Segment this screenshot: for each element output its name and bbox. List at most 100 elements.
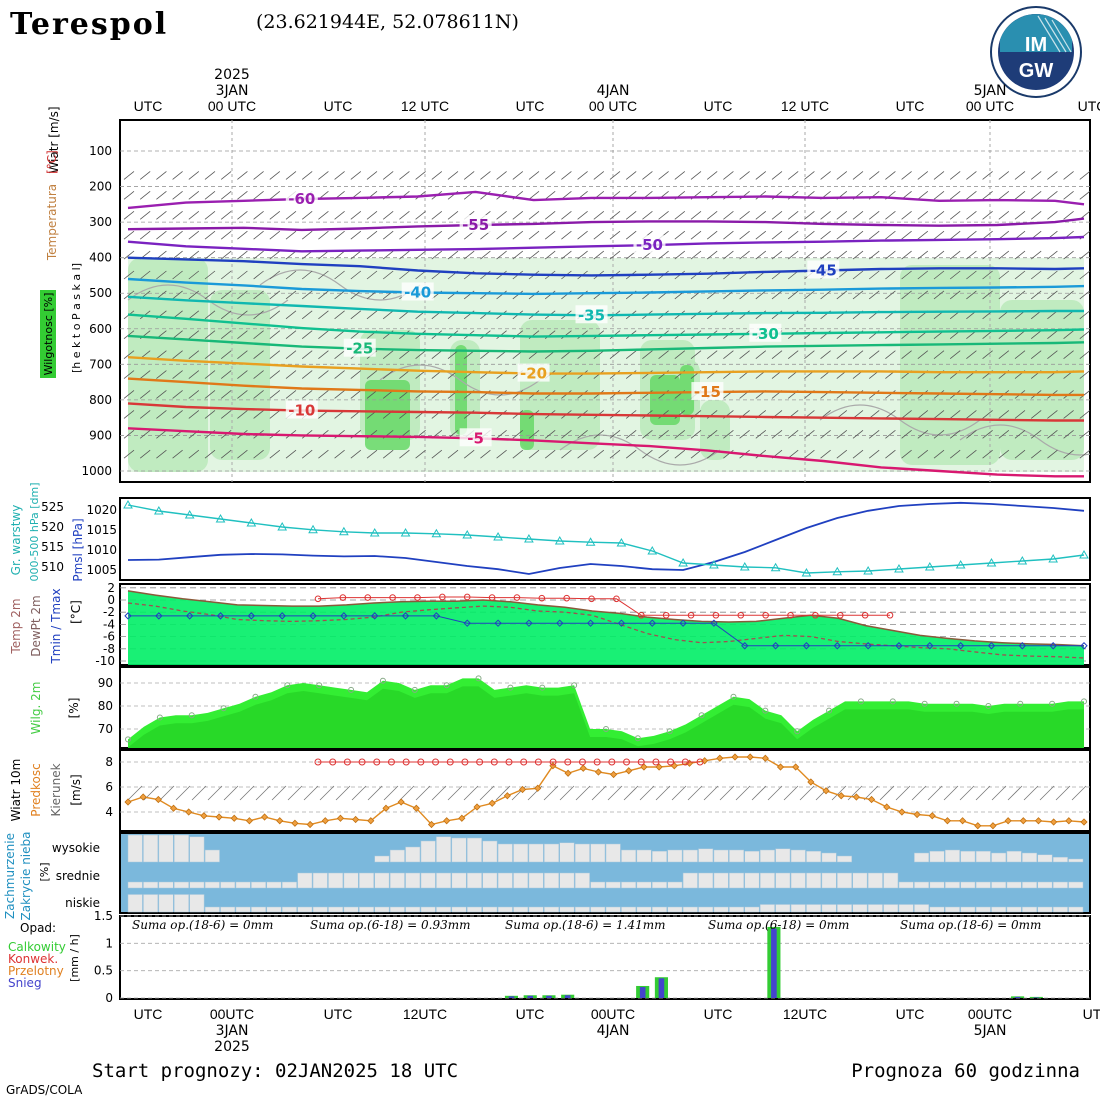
cloud-bar-high (914, 852, 930, 863)
label-precip-unit: [mm / h] (68, 934, 81, 982)
wind-dir-barb (879, 785, 895, 801)
wind-barb (123, 410, 135, 419)
wind-barb (674, 210, 686, 220)
wind-barb (868, 350, 880, 359)
wind-barb (301, 210, 313, 220)
thickness-point (277, 521, 288, 531)
wind-barb (399, 350, 410, 359)
thickness-tick: 510 (41, 560, 64, 574)
wind-barb (399, 449, 410, 459)
wind-barb (561, 429, 572, 439)
wind-barb (334, 210, 345, 220)
wind-barb (188, 370, 200, 379)
wind-barb (1079, 429, 1090, 439)
cloud-bar-mid (143, 881, 159, 889)
wind-barb (1079, 270, 1090, 280)
wind-barb (917, 290, 929, 300)
wind-barb (1047, 410, 1058, 419)
isotherm-label-bg (517, 363, 550, 382)
pressure-tick-label: 500 (89, 286, 112, 300)
wind-barb (933, 350, 945, 359)
top-date-label: 5JAN (974, 83, 1007, 99)
wind-barb (966, 270, 977, 280)
wind-barb (156, 210, 167, 220)
wind-speed-point (306, 820, 314, 829)
wind-tick: 6 (105, 780, 113, 794)
wind-barb (577, 171, 588, 180)
wind-speed-point (518, 785, 527, 794)
cloud-bar-high (837, 855, 852, 863)
wind-barb (269, 270, 281, 280)
wind-barb (804, 429, 815, 439)
wind-barb (674, 429, 686, 439)
wind-barb (237, 250, 248, 260)
wind-barb (1047, 210, 1058, 220)
wind-barb (1030, 210, 1042, 220)
tmin-point (1080, 642, 1088, 650)
gust-point (417, 758, 425, 766)
cloud-bar-low (621, 906, 637, 913)
wind-barb (285, 210, 297, 220)
precip-tick: 1 (105, 936, 113, 950)
wind-barb (1063, 410, 1074, 419)
gust-point (593, 758, 601, 766)
wind-speed-point (245, 817, 253, 825)
wind-barb (771, 230, 783, 240)
wind-speed-point (261, 813, 269, 821)
wind-barb (237, 310, 248, 320)
wind-speed-point (610, 770, 618, 779)
pressure-tick-label: 300 (89, 215, 112, 229)
humidity-point (379, 677, 386, 684)
cloud-bar-mid (621, 881, 637, 889)
cloud-bar-low (790, 904, 806, 913)
wind-barb (301, 449, 313, 459)
thickness-point (585, 537, 596, 546)
wind-speed-point (291, 819, 299, 827)
wind-dir-barb (703, 785, 719, 801)
wind-barb (512, 390, 524, 399)
humidity-point (762, 707, 769, 714)
temp2m-area (128, 590, 1084, 665)
precip-tick: 0 (105, 991, 113, 1005)
cloud-bar-mid (1068, 881, 1084, 889)
wind-barb (188, 330, 200, 340)
wind-speed-point (443, 817, 451, 825)
humidity-point (411, 686, 418, 693)
gust-point (373, 758, 381, 766)
wind-barb (334, 449, 345, 459)
thickness-point (493, 531, 503, 541)
thickness-point (153, 505, 164, 515)
wind-barb (609, 250, 621, 260)
wind-barb (334, 171, 345, 180)
wind-barb (868, 210, 880, 220)
panel-precipitation: 0 0.5 1 1.5 (94, 909, 1091, 1005)
wind-barb (301, 230, 313, 240)
bottom-time-label: UTC (324, 1006, 353, 1022)
wind-barb (998, 290, 1010, 300)
wind-barb (1079, 410, 1090, 419)
wind-barb (982, 171, 993, 180)
wind-barb (966, 191, 977, 200)
humidity-point (603, 726, 609, 732)
top-time-label: 12 UTC (781, 98, 829, 114)
wind-barb (901, 210, 912, 220)
wind-barb (966, 429, 977, 439)
cloud-bar-mid (821, 872, 837, 889)
wind-barb (771, 171, 783, 180)
cloud-bar-high (821, 852, 837, 863)
wind-speed-point (761, 754, 769, 762)
label-temp-unit: [°C] (69, 600, 83, 624)
thickness-tick: 525 (41, 500, 64, 514)
wind-barb (642, 210, 653, 220)
label-temperature-unit: [°C] (45, 150, 59, 174)
wind-barb (480, 250, 491, 260)
wind-barb (172, 171, 183, 180)
wind-speed-point (169, 804, 178, 812)
wind-barb (269, 230, 281, 240)
wind-barb (528, 210, 540, 220)
wind-dir-barb (895, 785, 911, 801)
wind-barb (917, 250, 929, 260)
cloud-bar-low (759, 904, 775, 913)
wind-barb (852, 171, 864, 180)
